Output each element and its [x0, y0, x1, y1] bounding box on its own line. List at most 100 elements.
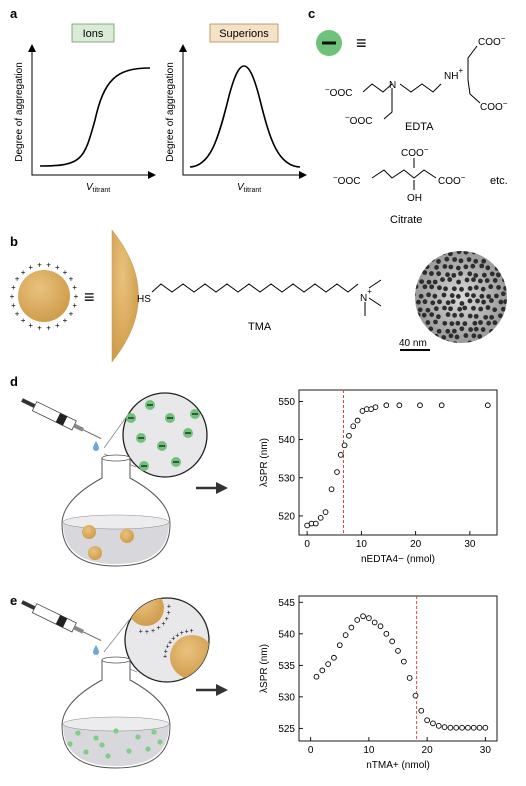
edta-n: N [389, 80, 396, 91]
tem-particle [492, 277, 498, 283]
syringe-e [21, 600, 102, 642]
data-point [337, 452, 344, 458]
tem-particle [435, 341, 441, 343]
plus-charge: + [11, 283, 16, 292]
tem-particle [433, 333, 439, 339]
edta-structure [362, 45, 481, 120]
green-anion-small [126, 748, 132, 754]
tem-particle [452, 257, 458, 262]
ammonium-n: N+ [360, 287, 372, 304]
tem-particle [495, 340, 501, 343]
y-tick-label: 525 [278, 724, 295, 735]
data-point [317, 514, 324, 521]
data-point [354, 417, 361, 424]
plus-charge: + [165, 644, 169, 651]
superions-arrow-y [179, 44, 187, 52]
tem-particle [442, 264, 448, 269]
tem-particle [455, 265, 461, 271]
tem-particle [462, 321, 468, 327]
thiol-label: HS [137, 294, 151, 305]
tem-particle [448, 264, 454, 270]
tem-particle [488, 284, 494, 290]
edta-nh: NH+ [444, 66, 463, 82]
data-point [383, 630, 390, 637]
tem-particle [459, 312, 464, 318]
tem-particle [458, 342, 464, 343]
ions-arrow-x [148, 171, 156, 179]
methyl-bonds [364, 279, 382, 316]
anion-minus [147, 404, 153, 406]
panel-b: ++++++++++++++++ + + ++++ ≡ HS N+ TMA 40 nm [10, 229, 507, 363]
plus-charge: + [11, 301, 16, 310]
tem-particle [454, 334, 460, 340]
plus-charge: + [167, 610, 171, 617]
tem-particle [437, 299, 442, 305]
gold-surface-halfdisc [111, 229, 139, 363]
y-tick-label: 550 [278, 397, 295, 408]
tem-particle [480, 327, 486, 332]
tem-particle [500, 333, 505, 338]
plus-charge: + [63, 316, 68, 325]
edta-label: EDTA [405, 121, 434, 133]
superions-label-box [209, 23, 279, 43]
tem-particle [452, 341, 458, 343]
tem-particle [437, 285, 442, 291]
tem-particle [436, 271, 442, 277]
x-axis-label: nEDTA4− (nmol) [361, 554, 435, 565]
data-point [336, 642, 343, 649]
superions-ylabel: Degree of aggregation [165, 62, 176, 162]
np-in-flask-3 [88, 546, 102, 560]
tem-particle [498, 327, 503, 333]
tem-particle [425, 320, 431, 325]
tem-particle [463, 251, 469, 255]
tem-particle [481, 272, 487, 278]
anion-minus [185, 432, 191, 434]
tem-particle [410, 264, 415, 269]
tem-particle [473, 326, 479, 332]
chart-d: 0 10 20 30 520 530 540 550 λSPR (nm) nEDTA4− (nmo… [259, 389, 498, 565]
tem-particle [410, 321, 415, 326]
tem-particle [415, 312, 421, 318]
panel-e-illustration: +++++++++++++ + + + + [21, 597, 228, 769]
plus-charge: + [139, 628, 143, 635]
tem-particle [477, 278, 483, 284]
tem-particle [503, 299, 507, 305]
plus-charge: + [180, 630, 184, 637]
tem-particle [485, 335, 491, 340]
tem-particle [467, 340, 473, 343]
tem-particle [467, 271, 473, 277]
tem-particle [485, 251, 490, 255]
tem-particle [471, 293, 476, 299]
green-anion-small [83, 749, 89, 755]
data-point [325, 661, 331, 667]
edta-ooc-left: −OOC [325, 85, 352, 99]
y-tick-label: 545 [278, 598, 295, 609]
anion-minus [192, 413, 198, 415]
plus-charge: + [168, 639, 172, 646]
tem-particle [421, 312, 427, 318]
data-point [412, 692, 419, 699]
syringe-d [21, 398, 102, 440]
plus-charge: + [69, 309, 74, 318]
plus-charge: + [167, 604, 171, 611]
tem-particle [489, 329, 494, 334]
tem-particle [445, 328, 451, 334]
tem-particle [436, 259, 441, 264]
tem-particle [459, 286, 464, 292]
data-point [366, 615, 372, 621]
tem-particle [455, 320, 461, 326]
plus-charge: + [72, 283, 77, 292]
tem-particle [492, 320, 498, 326]
y-tick-label: 530 [278, 692, 295, 703]
plus-charge: + [157, 625, 161, 632]
plus-charge: + [21, 268, 26, 277]
data-point [459, 724, 465, 731]
plot-frame [298, 595, 498, 742]
data-point [342, 632, 349, 638]
tem-particle [492, 307, 498, 313]
data-point [470, 724, 477, 731]
tem-particle [410, 278, 415, 283]
tem-particle [467, 298, 473, 304]
flask-neck-rim-e [101, 656, 131, 664]
